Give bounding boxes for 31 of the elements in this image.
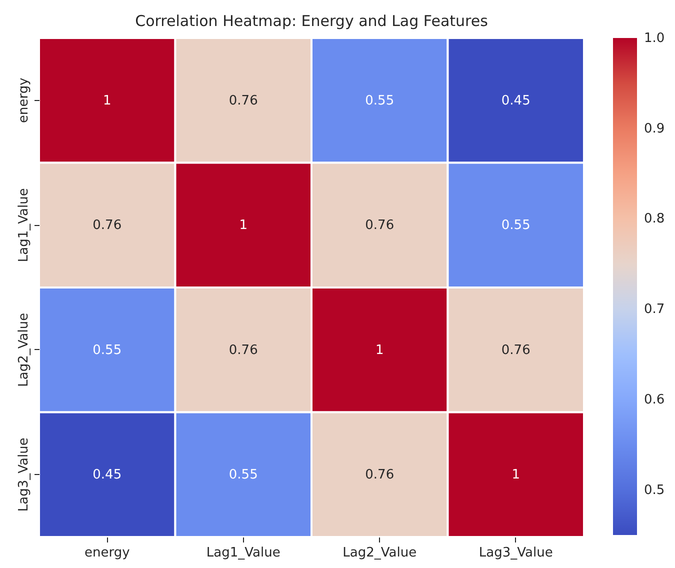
color-bar-label: 0.5: [644, 482, 665, 498]
color-bar-label: 0.7: [644, 302, 665, 318]
x-tick-label: Lag2_Value: [342, 546, 417, 560]
color-bar-label: 0.8: [644, 212, 665, 227]
data-label: 1: [375, 342, 384, 358]
x-tick-label: energy: [84, 546, 130, 560]
data-label: 0.55: [92, 342, 122, 358]
data-label: 0.45: [501, 93, 530, 108]
data-label: 0.76: [228, 93, 258, 108]
data-label: 1: [239, 218, 248, 234]
y-tick-label: Lag3_Value: [16, 438, 32, 512]
data-label: 1: [102, 93, 112, 108]
chart-title: Correlation Heatmap: Energy and Lag Features: [135, 12, 488, 30]
data-label: 0.76: [365, 218, 394, 234]
color-bar-label: 0.6: [644, 392, 665, 408]
color-bar-label: 1.0: [644, 31, 665, 46]
y-tick-label: Lag2_Value: [16, 312, 32, 387]
data-label: 0.76: [92, 218, 122, 234]
data-label: 0.55: [501, 218, 530, 234]
data-label: 0.55: [365, 93, 394, 108]
data-label: 0.76: [365, 468, 394, 483]
y-tick-label: Lag1_Value: [16, 188, 32, 262]
data-label: 1: [512, 468, 520, 483]
color-bar-label: 0.9: [644, 121, 665, 136]
x-tick-label: Lag3_Value: [478, 546, 553, 560]
data-label: 0.55: [228, 468, 258, 483]
data-label: 0.76: [501, 342, 530, 358]
x-tick-label: Lag1_Value: [206, 546, 280, 560]
data-label: 0.45: [92, 468, 122, 483]
y-tick-label: energy: [16, 77, 32, 124]
data-label: 0.76: [228, 342, 258, 358]
